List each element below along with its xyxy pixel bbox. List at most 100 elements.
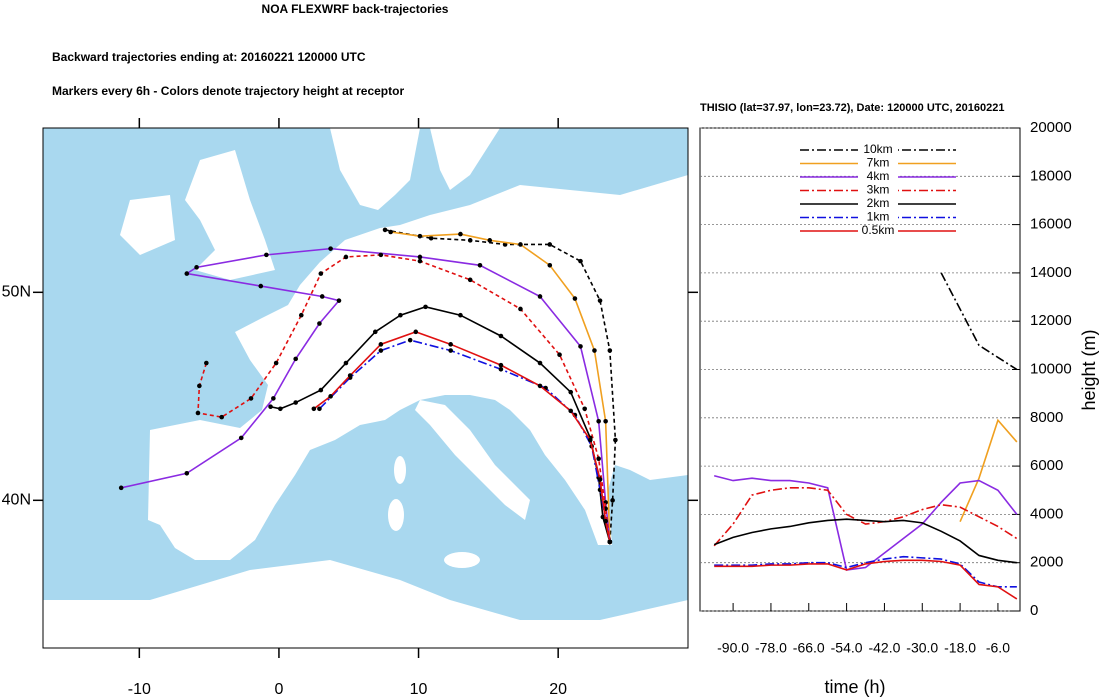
x-axis-label: time (h) [824, 677, 885, 697]
y-tick-label: 20000 [1030, 119, 1072, 136]
legend-label-bg [858, 157, 898, 170]
time-marker [378, 342, 384, 347]
time-marker [248, 396, 254, 401]
time-marker [613, 437, 618, 443]
trajectory-line [959, 418, 1018, 522]
y-tick-label: 10000 [1030, 360, 1072, 377]
x-tick-label: 10 [410, 681, 428, 698]
time-marker [417, 258, 423, 264]
time-marker [378, 348, 384, 353]
time-marker [398, 312, 403, 318]
time-marker [597, 477, 603, 482]
time-marker [592, 348, 597, 353]
time-marker [537, 383, 543, 389]
time-marker [372, 329, 378, 335]
time-marker [596, 418, 601, 424]
y-tick-label: 2000 [1030, 554, 1063, 571]
legend-label-bg [858, 198, 898, 210]
time-marker [458, 231, 463, 237]
time-marker [597, 298, 603, 303]
time-marker [467, 238, 473, 243]
time-marker [378, 252, 384, 258]
time-marker [347, 373, 353, 378]
time-marker [118, 485, 124, 491]
time-marker [498, 366, 504, 372]
time-marker [328, 246, 333, 251]
trajectory-line [121, 247, 611, 543]
time-marker [311, 406, 317, 412]
time-marker [336, 298, 342, 303]
time-marker [568, 408, 574, 414]
time-marker [537, 294, 543, 299]
time-marker [568, 389, 574, 395]
x-tick-label: -78.0 [755, 640, 787, 656]
y-tick-label: 12000 [1030, 312, 1072, 329]
subtitle: Backward trajectories ending at: 2016022… [52, 50, 366, 64]
time-marker [413, 329, 419, 335]
y-tick-label: 18000 [1030, 167, 1072, 184]
x-tick-label: 20 [549, 681, 567, 698]
y-tick-label: 14000 [1030, 264, 1072, 281]
legend-label: 2km [867, 196, 890, 210]
time-marker [271, 396, 276, 401]
time-marker [572, 296, 578, 301]
trajectories [118, 227, 618, 545]
time-marker [607, 539, 613, 545]
time-marker [317, 406, 322, 412]
map-frame [42, 127, 689, 649]
legend-label-bg [858, 225, 898, 237]
x-tick-label: 0 [274, 681, 283, 698]
time-marker [298, 312, 304, 318]
time-marker [600, 514, 606, 520]
y-tick-label: 0 [1030, 602, 1038, 619]
time-marker [423, 304, 428, 310]
legend-label: 3km [867, 183, 890, 197]
time-marker [343, 360, 349, 366]
time-marker [596, 456, 601, 462]
legend-label-bg [858, 144, 898, 156]
time-marker [518, 306, 523, 312]
land [43, 128, 688, 648]
time-marker [610, 498, 615, 503]
time-marker [264, 252, 269, 258]
time-marker [407, 337, 413, 343]
time-marker [417, 233, 423, 239]
legend-label: 4km [867, 169, 890, 183]
trajectory-line [940, 272, 1018, 371]
x-tick-label: -66.0 [793, 640, 825, 656]
time-marker [557, 352, 562, 358]
panel-title: THISIO (lat=37.97, lon=23.72), Date: 120… [700, 102, 1005, 114]
legend-label-bg [858, 211, 898, 224]
x-tick-label: -54.0 [831, 640, 863, 656]
time-marker [498, 333, 504, 339]
time-marker [197, 383, 202, 389]
x-tick-label: -42.0 [868, 640, 900, 656]
legend-label: 1km [867, 210, 890, 224]
y-tick-label: 40N [2, 492, 31, 509]
time-marker [184, 470, 190, 476]
time-marker [467, 277, 473, 283]
time-marker [603, 418, 608, 424]
time-marker [204, 360, 209, 366]
time-marker [194, 265, 199, 270]
time-marker [219, 414, 225, 420]
legend-label-bg [858, 171, 898, 183]
trajectory-line [713, 487, 1018, 547]
figure-title: NOA FLEXWRF back-trajectories [262, 2, 449, 16]
y-tick-label: 16000 [1030, 216, 1072, 233]
trajectory-line [713, 518, 1017, 564]
time-marker [328, 394, 333, 399]
time-marker [428, 235, 434, 241]
y-tick-label: 6000 [1030, 457, 1063, 474]
time-marker [578, 344, 583, 349]
x-tick-label: -90.0 [717, 640, 749, 656]
time-marker [238, 435, 244, 441]
time-marker [603, 518, 608, 524]
time-marker [184, 271, 190, 276]
time-marker [448, 342, 453, 347]
x-tick-label: -6.0 [986, 640, 1010, 656]
time-marker [582, 406, 587, 412]
trajectory-line [714, 559, 1018, 600]
y-tick-label: 4000 [1030, 505, 1063, 522]
